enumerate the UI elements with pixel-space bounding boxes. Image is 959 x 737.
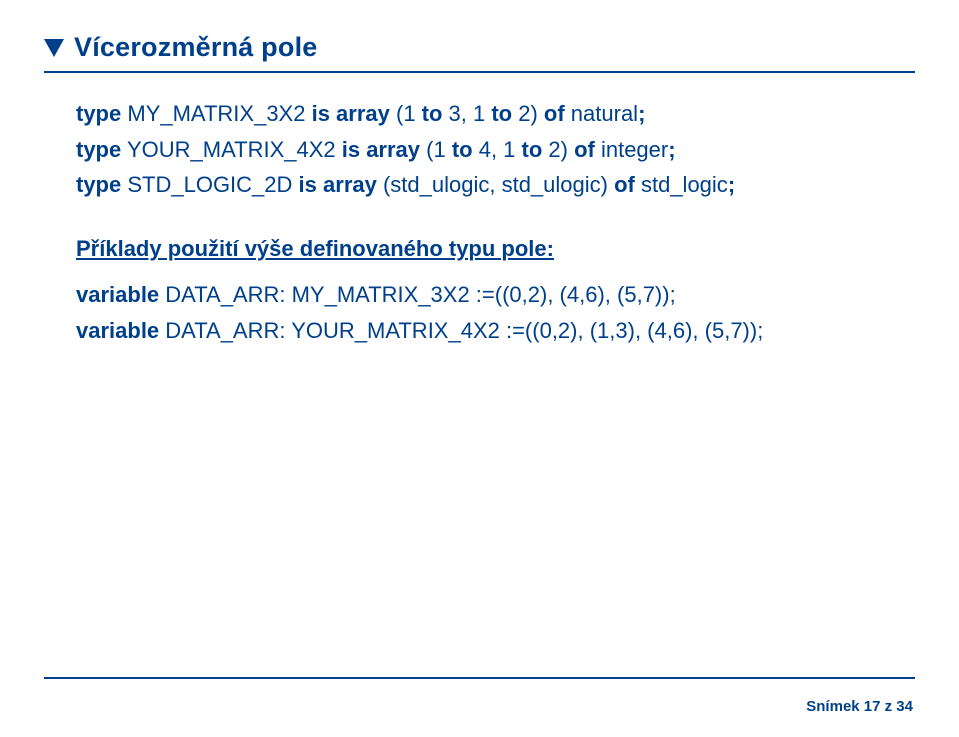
txt: STD_LOGIC_2D <box>121 172 298 197</box>
txt: (1 <box>390 101 422 126</box>
txt: YOUR_MATRIX_4X2 <box>121 137 341 162</box>
kw-isarray: is array <box>342 137 420 162</box>
txt: 2) <box>512 101 544 126</box>
kw-variable: variable <box>76 318 159 343</box>
kw-to: to <box>491 101 512 126</box>
code-line-4: variable DATA_ARR: MY_MATRIX_3X2 :=((0,2… <box>76 280 915 310</box>
kw-variable: variable <box>76 282 159 307</box>
content-area: type MY_MATRIX_3X2 is array (1 to 3, 1 t… <box>44 81 915 345</box>
semicolon: ; <box>638 101 645 126</box>
triangle-down-icon <box>44 39 64 57</box>
txt: (1 <box>420 137 452 162</box>
txt: (std_ulogic, std_ulogic) <box>377 172 614 197</box>
kw-to: to <box>452 137 473 162</box>
examples-heading: Příklady použití výše definovaného typu … <box>76 236 915 262</box>
slide: Vícerozměrná pole type MY_MATRIX_3X2 is … <box>0 0 959 737</box>
kw-of: of <box>574 137 595 162</box>
spacer <box>76 206 915 236</box>
header-row: Vícerozměrná pole <box>44 32 915 63</box>
txt: std_logic <box>635 172 728 197</box>
code-line-2: type YOUR_MATRIX_4X2 is array (1 to 4, 1… <box>76 135 915 165</box>
txt: integer <box>595 137 668 162</box>
code-line-5: variable DATA_ARR: YOUR_MATRIX_4X2 :=((0… <box>76 316 915 346</box>
txt: natural <box>565 101 638 126</box>
txt: 3, 1 <box>442 101 491 126</box>
kw-of: of <box>614 172 635 197</box>
txt: 4, 1 <box>473 137 522 162</box>
txt: DATA_ARR: YOUR_MATRIX_4X2 :=((0,2), (1,3… <box>159 318 763 343</box>
kw-array: array <box>323 172 377 197</box>
code-line-1: type MY_MATRIX_3X2 is array (1 to 3, 1 t… <box>76 99 915 129</box>
kw-isarray: is array <box>312 101 390 126</box>
footer-divider <box>44 677 915 679</box>
kw-type: type <box>76 101 121 126</box>
kw-of: of <box>544 101 565 126</box>
txt: DATA_ARR: MY_MATRIX_3X2 :=((0,2), (4,6),… <box>159 282 676 307</box>
code-line-3: type STD_LOGIC_2D is array (std_ulogic, … <box>76 170 915 200</box>
slide-counter: Snímek 17 z 34 <box>806 698 913 715</box>
page-title: Vícerozměrná pole <box>74 32 318 63</box>
title-underline <box>44 71 915 73</box>
semicolon: ; <box>668 137 675 162</box>
kw-type: type <box>76 137 121 162</box>
txt: 2) <box>542 137 574 162</box>
kw-to: to <box>522 137 543 162</box>
kw-type: type <box>76 172 121 197</box>
semicolon: ; <box>728 172 735 197</box>
kw-to: to <box>422 101 443 126</box>
txt: MY_MATRIX_3X2 <box>121 101 311 126</box>
kw-is: is <box>299 172 317 197</box>
